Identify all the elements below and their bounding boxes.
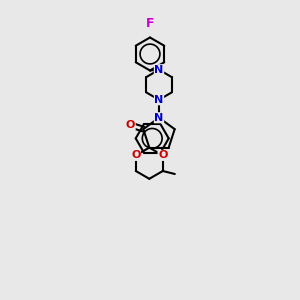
Text: N: N bbox=[154, 95, 164, 105]
Text: N: N bbox=[154, 113, 164, 123]
Text: O: O bbox=[126, 120, 135, 130]
Text: O: O bbox=[131, 150, 140, 161]
Text: F: F bbox=[146, 17, 154, 30]
Text: O: O bbox=[158, 150, 167, 161]
Text: N: N bbox=[154, 65, 164, 75]
